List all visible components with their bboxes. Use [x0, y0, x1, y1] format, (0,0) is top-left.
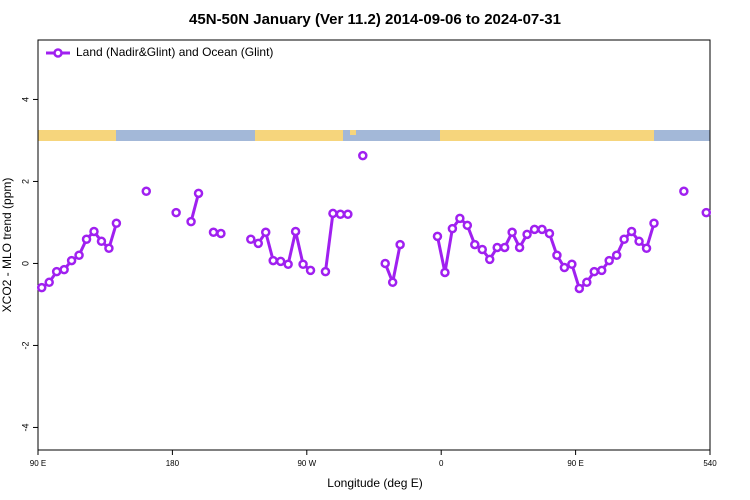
data-point	[604, 255, 614, 266]
data-point	[455, 213, 465, 224]
data-point	[395, 239, 405, 250]
data-point	[186, 216, 196, 227]
data-point	[447, 223, 458, 234]
y-tick-label: 0	[20, 261, 30, 266]
data-point	[74, 250, 84, 260]
data-point	[529, 224, 540, 235]
data-point	[537, 224, 547, 235]
plot-frame	[37, 39, 711, 451]
data-point	[492, 242, 502, 253]
data-point	[59, 264, 69, 275]
land	[350, 130, 356, 135]
x-tick-label: 90 W	[297, 459, 316, 468]
data-point	[477, 244, 488, 255]
data-point	[589, 266, 600, 277]
data-point	[208, 227, 219, 238]
data-point	[298, 259, 308, 270]
legend-label: Land (Nadir&Glint) and Ocean (Glint)	[76, 45, 273, 59]
data-point	[283, 259, 293, 270]
data-point	[171, 207, 181, 218]
x-tick-label: 0	[439, 459, 444, 468]
data-point	[193, 188, 204, 199]
data-point	[320, 266, 331, 277]
land	[38, 130, 116, 141]
data-point	[484, 254, 495, 265]
data-point	[470, 239, 480, 250]
data-point	[66, 255, 77, 266]
data-point	[36, 282, 47, 293]
data-point	[641, 243, 652, 254]
data-point	[649, 218, 659, 229]
data-point	[432, 231, 443, 242]
ocean	[38, 130, 710, 141]
data-point	[275, 256, 286, 267]
data-point	[51, 266, 62, 277]
data-point	[514, 242, 525, 253]
x-tick-label: 90 E	[567, 459, 583, 468]
data-point	[582, 277, 592, 288]
y-tick-label: 2	[20, 179, 30, 184]
data-point	[552, 250, 562, 260]
data-point	[290, 226, 301, 237]
data-point	[611, 250, 622, 260]
data-point	[81, 234, 92, 245]
data-point	[343, 209, 353, 219]
data-point	[626, 226, 637, 237]
land-ocean-strip	[38, 130, 710, 141]
x-tick-label: 180	[166, 459, 180, 468]
data-point	[246, 234, 256, 245]
data-point	[387, 277, 398, 288]
legend-marker	[53, 48, 63, 58]
data-point	[104, 243, 114, 254]
data-point	[380, 258, 390, 269]
data-point	[328, 208, 338, 219]
land	[255, 130, 343, 141]
land	[440, 130, 654, 141]
series-line	[42, 193, 707, 288]
data-point	[679, 186, 689, 197]
data-point	[574, 283, 585, 294]
data-point	[141, 186, 152, 197]
data-point	[507, 227, 517, 238]
data-point	[544, 228, 555, 239]
data-point	[111, 218, 122, 229]
data-point	[522, 229, 532, 240]
data-point	[96, 236, 107, 247]
data-point	[440, 267, 450, 278]
data-point	[567, 259, 577, 270]
data-point	[216, 228, 226, 239]
data-point	[596, 265, 607, 276]
data-point	[358, 150, 368, 161]
data-point	[619, 234, 629, 245]
data-point	[253, 238, 264, 249]
y-axis-label: XCO2 - MLO trend (ppm)	[0, 178, 14, 313]
data-point	[260, 227, 271, 238]
data-point	[499, 242, 510, 253]
data-point	[268, 255, 278, 266]
chart-title: 45N-50N January (Ver 11.2) 2014-09-06 to…	[189, 11, 561, 28]
data-point	[89, 226, 99, 237]
x-axis-label: Longitude (deg E)	[327, 476, 422, 490]
data-point	[335, 209, 346, 219]
data-point	[305, 265, 316, 276]
x-tick-label: 90 E	[30, 459, 46, 468]
x-tick-label: 540	[703, 459, 717, 468]
y-tick-label: 4	[20, 97, 30, 102]
y-tick-label: -4	[20, 423, 30, 431]
data-point	[559, 262, 570, 273]
y-tick-label: -2	[20, 341, 30, 349]
data-point	[44, 277, 54, 288]
data-point	[701, 207, 712, 218]
data-point	[634, 236, 644, 247]
data-point	[462, 220, 473, 231]
